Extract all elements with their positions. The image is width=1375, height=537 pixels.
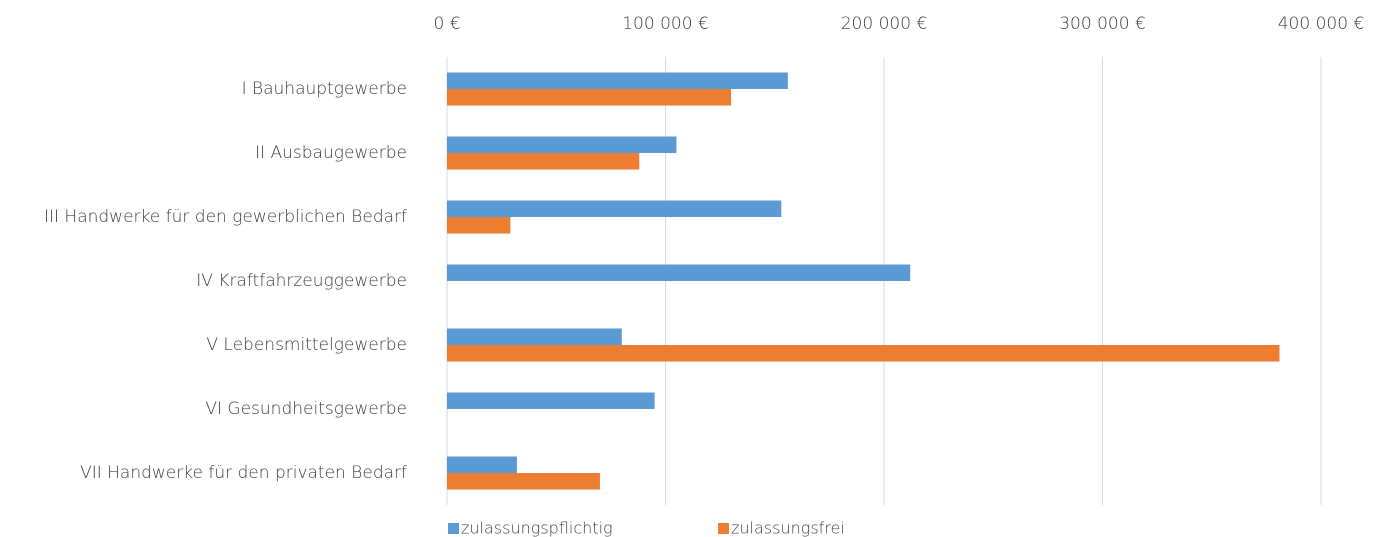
bar [447,328,622,345]
y-tick-label: I Bauhauptgewerbe [242,79,407,99]
bar [447,200,782,217]
bar [447,89,732,106]
bar [447,473,600,490]
bar [447,217,511,234]
x-tick-label: 200 000 € [841,14,928,34]
y-tick-label: III Handwerke für den gewerblichen Bedar… [44,207,407,227]
x-tick-label: 100 000 € [622,14,709,34]
legend-swatch [448,523,459,534]
bar [447,392,655,409]
y-tick-label: VII Handwerke für den privaten Bedarf [80,463,407,483]
y-tick-label: V Lebensmittelgewerbe [206,335,407,355]
legend-label: zulassungspflichtig [461,519,613,537]
x-tick-label: 300 000 € [1059,14,1146,34]
y-tick-label: IV Kraftfahrzeuggewerbe [196,271,407,291]
y-tick-label: VI Gesundheitsgewerbe [205,399,407,419]
x-tick-label: 400 000 € [1278,14,1365,34]
bar [447,264,911,281]
legend-swatch [718,523,729,534]
bar [447,136,677,153]
bar [447,345,1280,362]
legend-label: zulassungsfrei [731,519,845,537]
y-tick-label: II Ausbaugewerbe [255,143,407,163]
bar [447,72,788,89]
x-tick-label: 0 € [433,14,460,34]
bar [447,153,640,170]
bar [447,456,517,473]
